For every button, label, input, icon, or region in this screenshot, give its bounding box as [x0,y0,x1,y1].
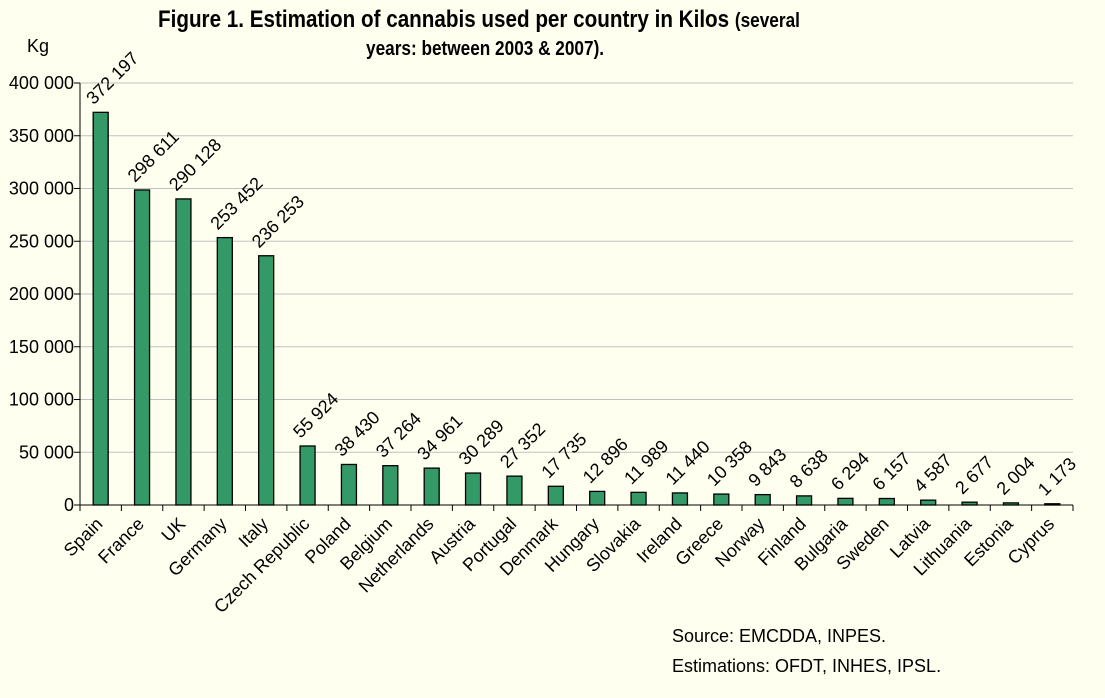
bars [92,111,1061,506]
axes: 0 50 000 100 000 150 000 200 000 250 000 300 0… [9,73,1074,515]
data-label: 1 173 [1034,454,1080,500]
bar [1044,503,1061,506]
data-label: 4 587 [910,450,956,496]
gridlines [80,82,1073,453]
data-label: 236 253 [248,191,308,251]
y-tick-label: 50 000 [19,442,74,462]
y-tick-label: 0 [64,495,74,515]
estimations-note: Estimations: OFDT, INHES, IPSL. [672,656,942,676]
data-label: 2 677 [951,452,997,498]
bar [837,497,854,506]
data-label: 6 294 [827,448,873,494]
bar [175,198,192,506]
bar [506,475,523,506]
data-label: 253 452 [206,173,266,233]
bar [630,491,647,506]
y-tick-label: 200 000 [9,284,74,304]
chart-title-second-line: years: between 2003 & 2007). [366,38,605,60]
bar [464,472,482,506]
x-tick-label: Cyprus [1004,514,1058,568]
bar [671,492,689,506]
data-label: 10 358 [703,437,756,490]
bar [547,485,564,506]
chart-title: Figure 1. Estimation of cannabis used pe… [158,6,800,34]
bar [754,493,771,506]
bar [258,255,275,506]
bar [1002,502,1020,506]
bar [961,501,978,506]
source-note: Source: EMCDDA, INPES. [672,626,887,646]
bar [795,495,813,506]
chart-title-paren-start: (several [734,10,800,32]
y-tick-label: 100 000 [9,390,74,410]
x-tick-label: France [94,514,148,568]
bar [216,236,233,506]
bar [589,490,606,506]
bar [920,499,937,506]
bar [340,463,358,506]
bar [382,465,399,506]
bar [133,189,151,506]
chart-title-main: Figure 1. Estimation of cannabis used pe… [158,6,730,33]
data-label: 11 989 [620,436,672,488]
bar [423,467,440,506]
y-tick-label: 300 000 [9,179,74,199]
data-label: 55 924 [289,389,342,442]
data-label: 11 440 [662,437,714,489]
y-tick-label: 250 000 [9,231,74,251]
bar [299,445,316,506]
y-tick-label: 400 000 [9,73,74,93]
bar [92,111,109,506]
data-label: 372 197 [82,48,142,108]
data-label: 2 004 [993,453,1039,499]
data-label: 6 157 [868,448,914,494]
y-tick-label: 150 000 [9,337,74,357]
bar [713,493,730,506]
y-tick-label: 350 000 [9,126,74,146]
x-tick-label: UK [157,514,189,546]
bar [878,497,895,506]
y-axis-unit-label: Kg [27,36,50,56]
